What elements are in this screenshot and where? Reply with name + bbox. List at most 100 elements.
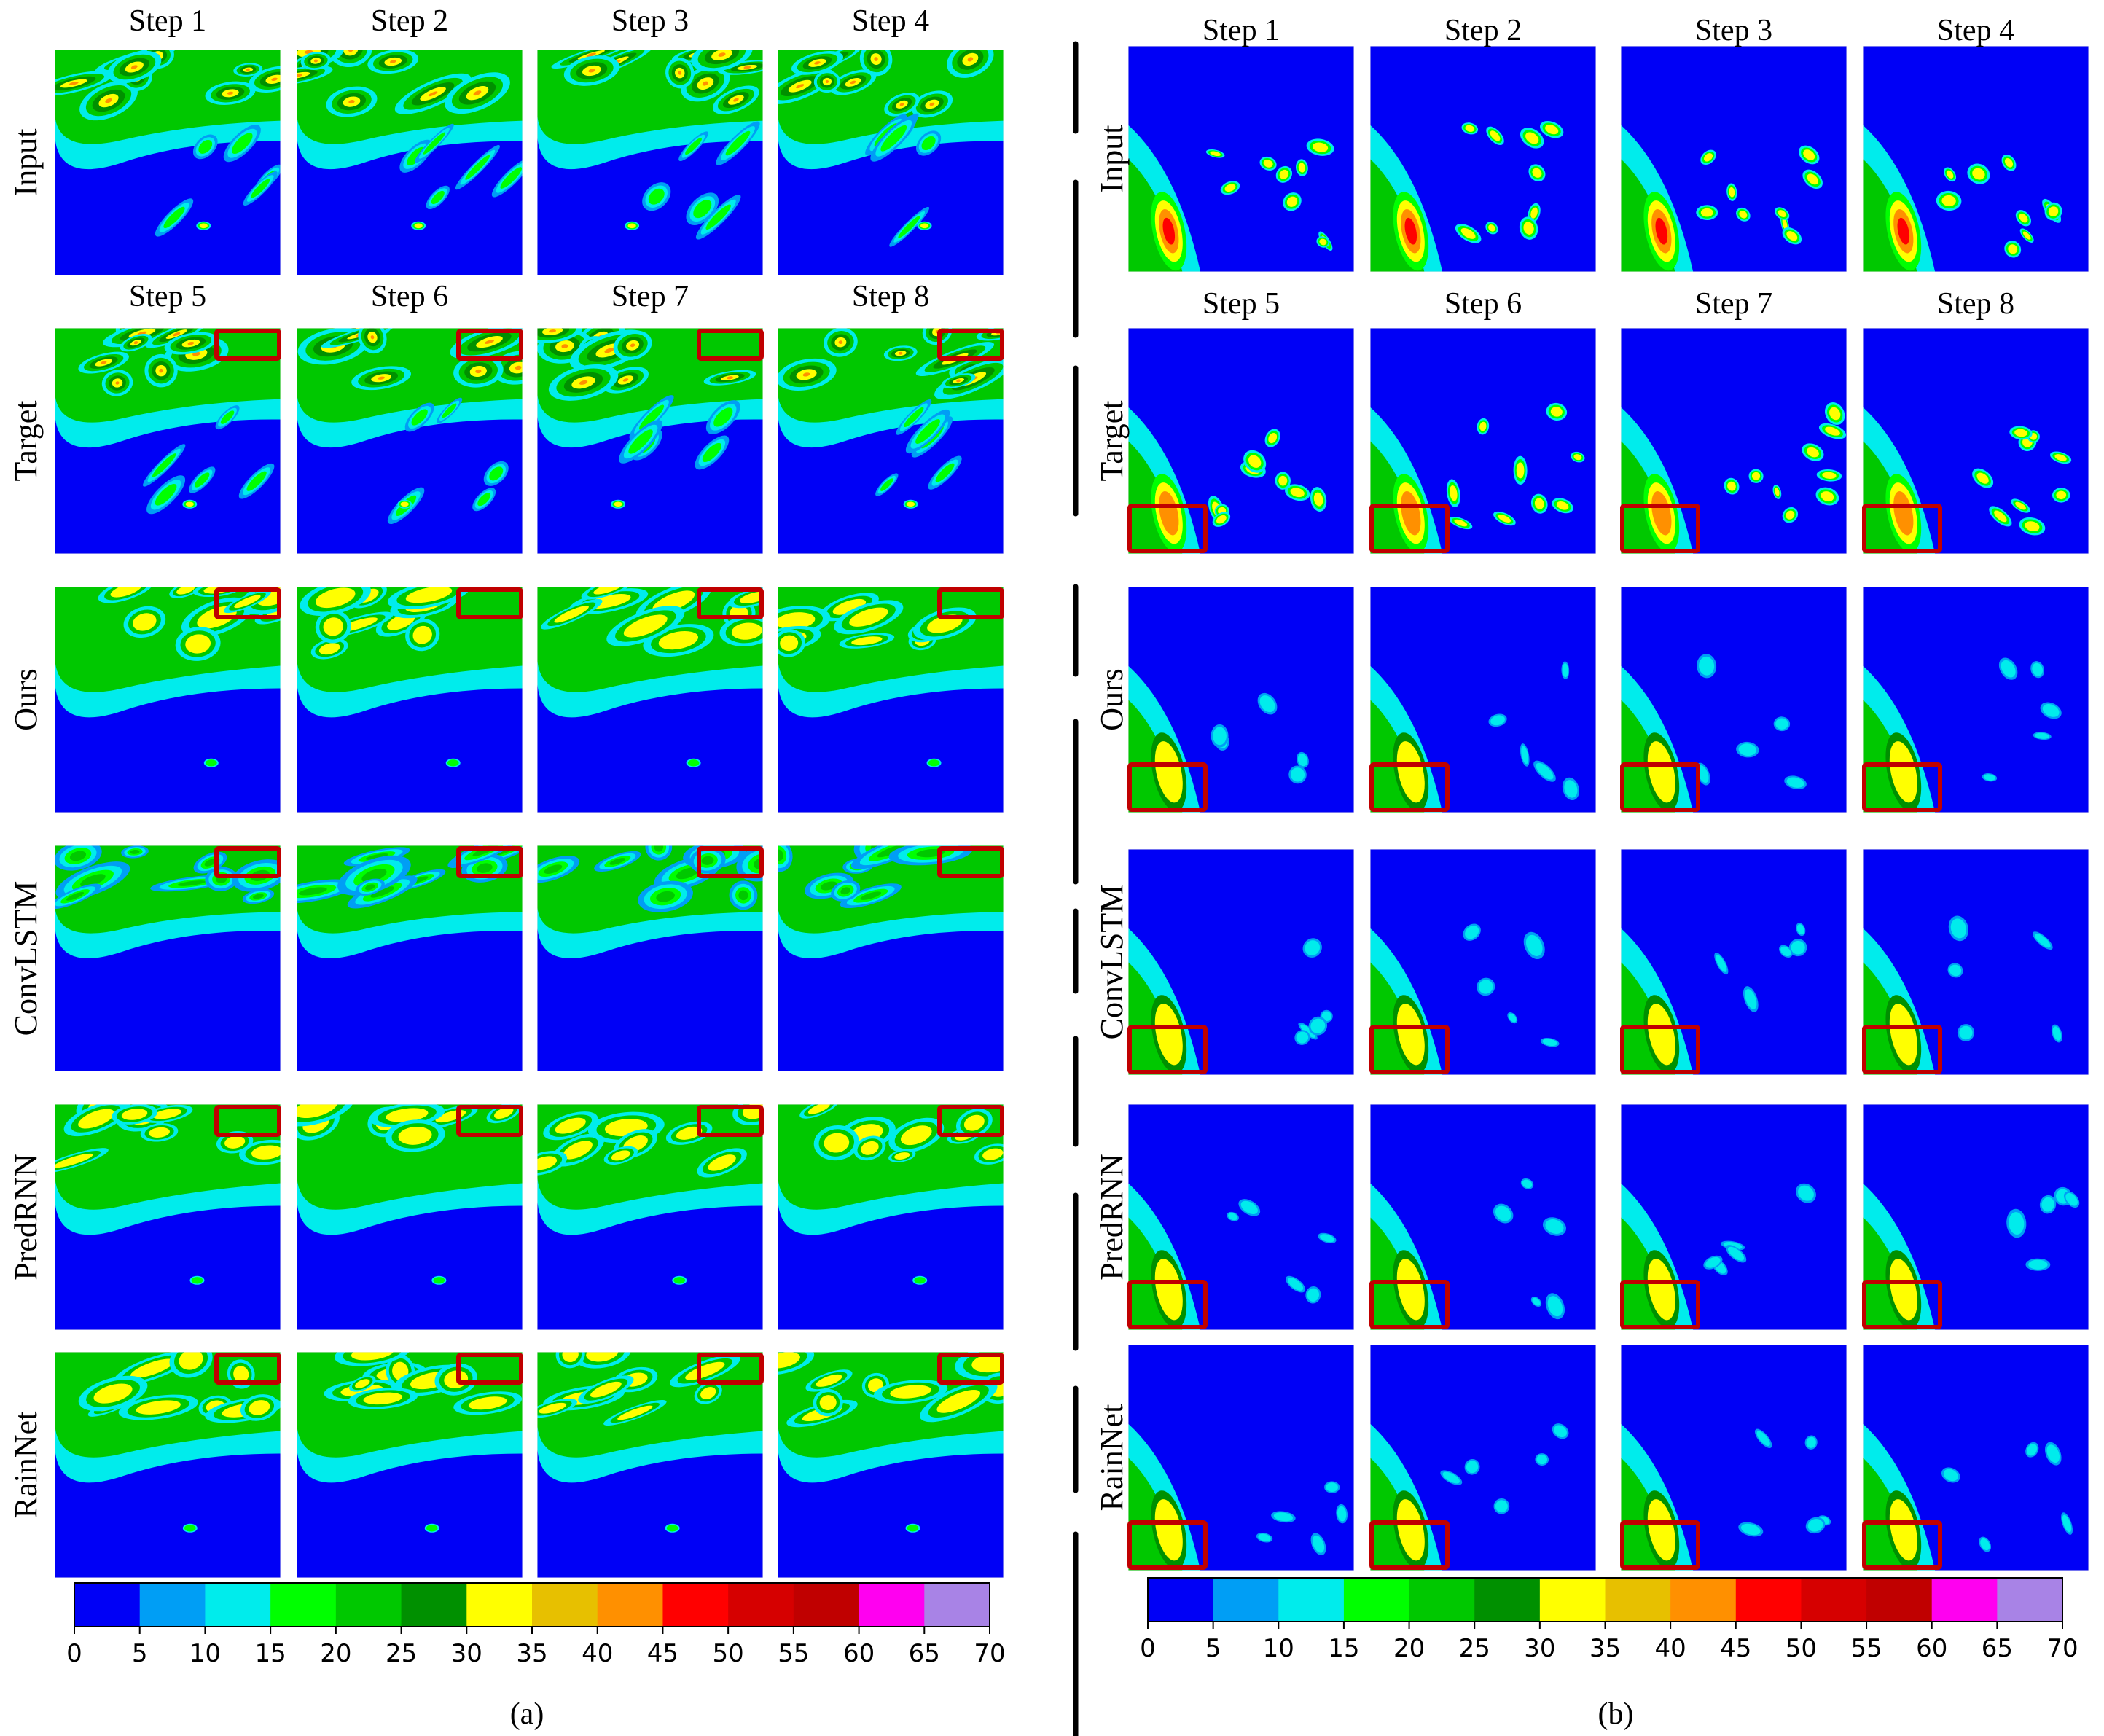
precip-blob [1396,1259,1425,1321]
precip-blob [1786,510,1795,520]
precip-blob [816,1374,842,1387]
precip-blob [130,849,140,854]
precip-blob [318,643,340,655]
precip-blob [627,223,636,229]
precip-blob [355,1379,370,1388]
colorbar-segment [1605,1578,1671,1622]
precip-blob [778,612,816,630]
precip-blob [1972,168,1985,180]
highlight-box [1127,1025,1208,1074]
precip-blob [1478,980,1493,994]
highlight-box [214,1353,281,1385]
precip-blob [176,587,195,595]
precip-blob [298,887,327,896]
radar-map [55,587,281,813]
precip-blob [1290,488,1305,498]
precip-blob [1401,490,1421,536]
step-header: Step 5 [129,280,206,313]
precip-blob [1547,1296,1563,1317]
colorbar-tick-label: 50 [1786,1634,1817,1663]
radar-map [537,50,763,275]
precip-blob [1460,227,1476,239]
precip-blob [2052,1026,2062,1041]
row-label: Input [8,129,44,197]
precip-blob [500,167,523,189]
precip-blob [648,188,665,205]
precip-blob [807,1104,830,1114]
precip-blob [465,155,490,180]
radar-map [1621,1104,1847,1330]
colorbar-tick-label: 40 [1655,1634,1686,1663]
precip-blob [1556,501,1569,510]
precip-blob [1562,663,1568,678]
precip-blob [105,98,112,103]
precip-blob [1751,472,1761,480]
precip-blob [554,606,589,623]
precip-blob [130,65,138,69]
precip-blob [2009,1212,2025,1235]
precip-blob [313,59,318,63]
highlight-box [697,1105,764,1137]
precip-blob [1210,151,1221,157]
row-label: PredRNN [1094,1154,1130,1281]
precip-blob [253,894,264,899]
precip-blob [1216,515,1227,524]
radar-map [1128,46,1354,272]
precip-blob [920,223,929,229]
highlight-box [1127,762,1208,812]
colorbar-tick-label: 30 [451,1639,482,1668]
colorbar-tick-label: 55 [778,1639,809,1668]
precip-blob [1545,125,1559,135]
step-header: Step 1 [129,4,206,38]
precip-blob [935,463,955,482]
precip-blob [1490,130,1501,141]
precip-blob [832,598,867,615]
precip-blob [1273,1512,1293,1522]
precip-blob [198,139,213,154]
highlight-box [1862,504,1942,553]
radar-map [1621,849,1847,1075]
precip-blob [890,1385,931,1399]
step-header: Step 2 [371,4,448,38]
colorbar-tick-label: 70 [2046,1634,2078,1663]
precip-blob [1729,187,1735,198]
precip-blob [840,887,851,895]
precip-blob [1889,1004,1917,1066]
colorbar-segment [1997,1578,2063,1622]
panel-label: (b) [1598,1697,1634,1731]
precip-blob [638,404,665,430]
precip-blob [1498,515,1511,523]
precip-blob [1516,462,1525,479]
precip-blob [549,329,557,333]
highlight-box [697,846,764,878]
precip-blob [904,407,924,428]
precip-blob [1312,1535,1325,1553]
precip-blob [2046,1444,2060,1463]
highlight-box [1369,1280,1450,1329]
precip-blob [220,410,235,424]
precip-blob [971,1353,1004,1373]
precip-blob [630,343,635,348]
precip-blob [874,57,878,61]
highlight-box [697,329,764,361]
precip-blob [1782,217,1788,231]
radar-map [55,1104,281,1330]
colorbar-tick-label: 25 [1459,1634,1490,1663]
precip-blob [1825,426,1840,436]
precip-blob [1300,1024,1315,1038]
precip-blob [130,1358,175,1378]
precip-blob [115,381,120,385]
highlight-box [937,587,1004,619]
precip-blob [152,453,176,477]
step-header: Step 6 [1444,287,1522,321]
colorbar-segment [270,1583,337,1627]
precip-blob [1479,421,1487,431]
precip-blob [489,466,504,481]
radar-map [297,845,523,1071]
colorbar-segment [1278,1578,1345,1622]
highlight-box [1369,762,1450,812]
precip-blob [1959,1025,1973,1040]
highlight-box [1127,1280,1208,1329]
text-layer: Step 1 Step 2 Step 3 Step 4 Step 5 Step 6 Step… [8,4,2078,1736]
precip-blob [1396,1004,1425,1066]
